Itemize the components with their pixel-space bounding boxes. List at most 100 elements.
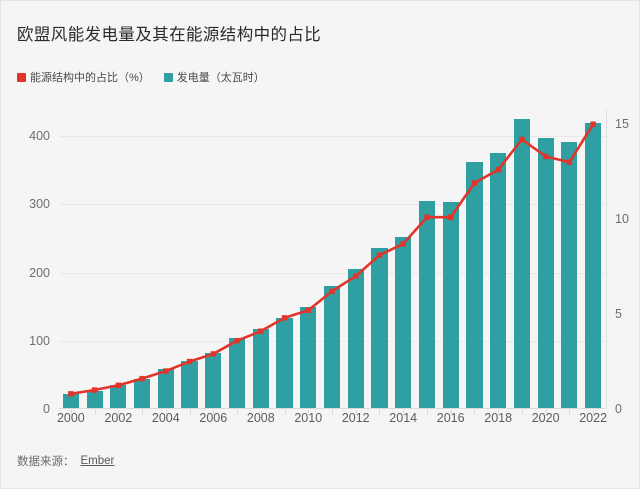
y-axis-left-tick: 100 bbox=[29, 333, 50, 348]
gridline bbox=[59, 204, 605, 206]
x-axis-tick bbox=[165, 410, 167, 415]
bar-2014[interactable] bbox=[395, 236, 412, 409]
share-marker-2014[interactable] bbox=[400, 241, 406, 247]
share-marker-2008[interactable] bbox=[258, 328, 264, 334]
x-axis-label-2008: 2008 bbox=[246, 411, 275, 425]
x-axis-tick bbox=[260, 410, 262, 415]
x-axis-tick bbox=[474, 410, 476, 415]
bar-2015[interactable] bbox=[418, 201, 436, 409]
gridline bbox=[59, 136, 605, 138]
x-axis-tick bbox=[142, 410, 144, 415]
legend-item-generation[interactable]: 发电量（太瓦时） bbox=[163, 69, 265, 85]
chart-legend: 能源结构中的占比（%） 发电量（太瓦时） bbox=[17, 69, 265, 85]
bar-2010[interactable] bbox=[300, 307, 317, 409]
y-axis-right-tick: 0 bbox=[615, 402, 622, 416]
bar-2008[interactable] bbox=[252, 328, 269, 409]
share-marker-2003[interactable] bbox=[139, 375, 145, 382]
x-axis-tick bbox=[545, 410, 547, 415]
share-marker-2001[interactable] bbox=[91, 387, 98, 393]
legend-swatch-generation bbox=[163, 72, 173, 82]
bar-2022[interactable] bbox=[585, 122, 602, 409]
x-axis-tick bbox=[593, 410, 595, 415]
bar-2021[interactable] bbox=[561, 142, 578, 409]
x-axis-tick bbox=[426, 410, 428, 415]
source-footer: 数据来源： Ember bbox=[17, 453, 114, 469]
x-axis-tick bbox=[521, 410, 523, 415]
bar-2009[interactable] bbox=[276, 318, 293, 409]
x-axis-label-2018: 2018 bbox=[484, 411, 513, 425]
share-marker-2021[interactable] bbox=[566, 159, 573, 165]
x-axis-label-2020: 2020 bbox=[531, 411, 560, 425]
source-link-ember[interactable]: Ember bbox=[80, 455, 115, 467]
share-marker-2019[interactable] bbox=[519, 136, 525, 143]
bar-2018[interactable] bbox=[490, 153, 507, 409]
bar-2000[interactable] bbox=[62, 394, 79, 409]
plot-area: 0 100 200 300 400 0 5 10 15 2000 2002 2004 2006 200… bbox=[29, 109, 629, 425]
page-title: 欧盟风能发电量及其在能源结构中的占比 bbox=[17, 26, 322, 44]
bar-2004[interactable] bbox=[157, 369, 174, 409]
share-marker-2011[interactable] bbox=[329, 288, 335, 294]
bar-2005[interactable] bbox=[181, 361, 198, 409]
share-marker-2012[interactable] bbox=[353, 273, 359, 279]
x-axis-tick bbox=[403, 410, 405, 415]
x-axis-label-2014: 2014 bbox=[389, 411, 418, 425]
gridline bbox=[59, 272, 605, 274]
share-marker-2017[interactable] bbox=[471, 180, 478, 186]
bar-2019[interactable] bbox=[513, 119, 530, 409]
x-axis-label-2006: 2006 bbox=[199, 411, 228, 425]
share-marker-2013[interactable] bbox=[376, 252, 383, 258]
x-axis-tick bbox=[118, 410, 120, 415]
source-label: 数据来源： bbox=[17, 456, 75, 468]
bar-2020[interactable] bbox=[537, 138, 554, 409]
y-axis-right-tick: 15 bbox=[615, 117, 629, 132]
bar-series bbox=[59, 109, 605, 415]
share-marker-2016[interactable] bbox=[447, 214, 454, 220]
share-marker-2020[interactable] bbox=[542, 153, 549, 160]
bar-2006[interactable] bbox=[205, 353, 222, 409]
x-axis-tick bbox=[379, 410, 381, 415]
share-marker-2004[interactable] bbox=[163, 368, 169, 374]
y-axis-right-tick: 10 bbox=[615, 212, 629, 227]
bar-2013[interactable] bbox=[371, 248, 388, 409]
x-axis-tick bbox=[237, 410, 239, 415]
x-axis-tick bbox=[450, 410, 452, 415]
bar-2011[interactable] bbox=[323, 286, 341, 409]
x-axis-tick bbox=[355, 410, 357, 415]
x-axis-tick bbox=[94, 410, 96, 415]
x-axis-tick bbox=[308, 410, 310, 415]
bar-2017[interactable] bbox=[466, 161, 483, 409]
bar-2007[interactable] bbox=[228, 338, 246, 409]
bar-2003[interactable] bbox=[134, 379, 151, 409]
x-axis-tick bbox=[213, 410, 215, 415]
share-marker-2010[interactable] bbox=[305, 307, 311, 313]
share-marker-2006[interactable] bbox=[210, 351, 217, 357]
x-axis-tick bbox=[70, 410, 72, 415]
x-axis-line bbox=[59, 408, 605, 409]
share-marker-2018[interactable] bbox=[495, 167, 501, 173]
share-marker-2009[interactable] bbox=[281, 315, 288, 321]
bar-2012[interactable] bbox=[347, 268, 364, 409]
share-marker-2002[interactable] bbox=[115, 382, 122, 388]
y-axis-left-tick: 400 bbox=[29, 129, 50, 144]
y-axis-left-tick: 200 bbox=[29, 265, 50, 280]
x-axis-tick bbox=[498, 410, 500, 415]
bar-2001[interactable] bbox=[86, 390, 103, 409]
bar-2002[interactable] bbox=[110, 385, 127, 409]
x-axis-label-2010: 2010 bbox=[294, 411, 323, 425]
share-marker-2000[interactable] bbox=[68, 391, 74, 397]
share-marker-2022[interactable] bbox=[590, 121, 596, 127]
share-marker-2005[interactable] bbox=[186, 358, 193, 365]
share-marker-2007[interactable] bbox=[234, 337, 240, 344]
share-line bbox=[69, 122, 595, 396]
share-marker-2015[interactable] bbox=[424, 214, 430, 220]
x-axis-label-2000: 2000 bbox=[56, 411, 85, 425]
bar-2016[interactable] bbox=[442, 201, 459, 409]
x-axis-tick bbox=[284, 410, 286, 415]
legend-item-share[interactable]: 能源结构中的占比（%） bbox=[17, 69, 150, 85]
legend-label-generation: 发电量（太瓦时） bbox=[176, 72, 265, 84]
x-axis-label-2016: 2016 bbox=[436, 411, 465, 425]
share-markers bbox=[68, 121, 596, 397]
right-axis-line bbox=[606, 109, 607, 409]
x-axis-label-2002: 2002 bbox=[104, 411, 133, 425]
